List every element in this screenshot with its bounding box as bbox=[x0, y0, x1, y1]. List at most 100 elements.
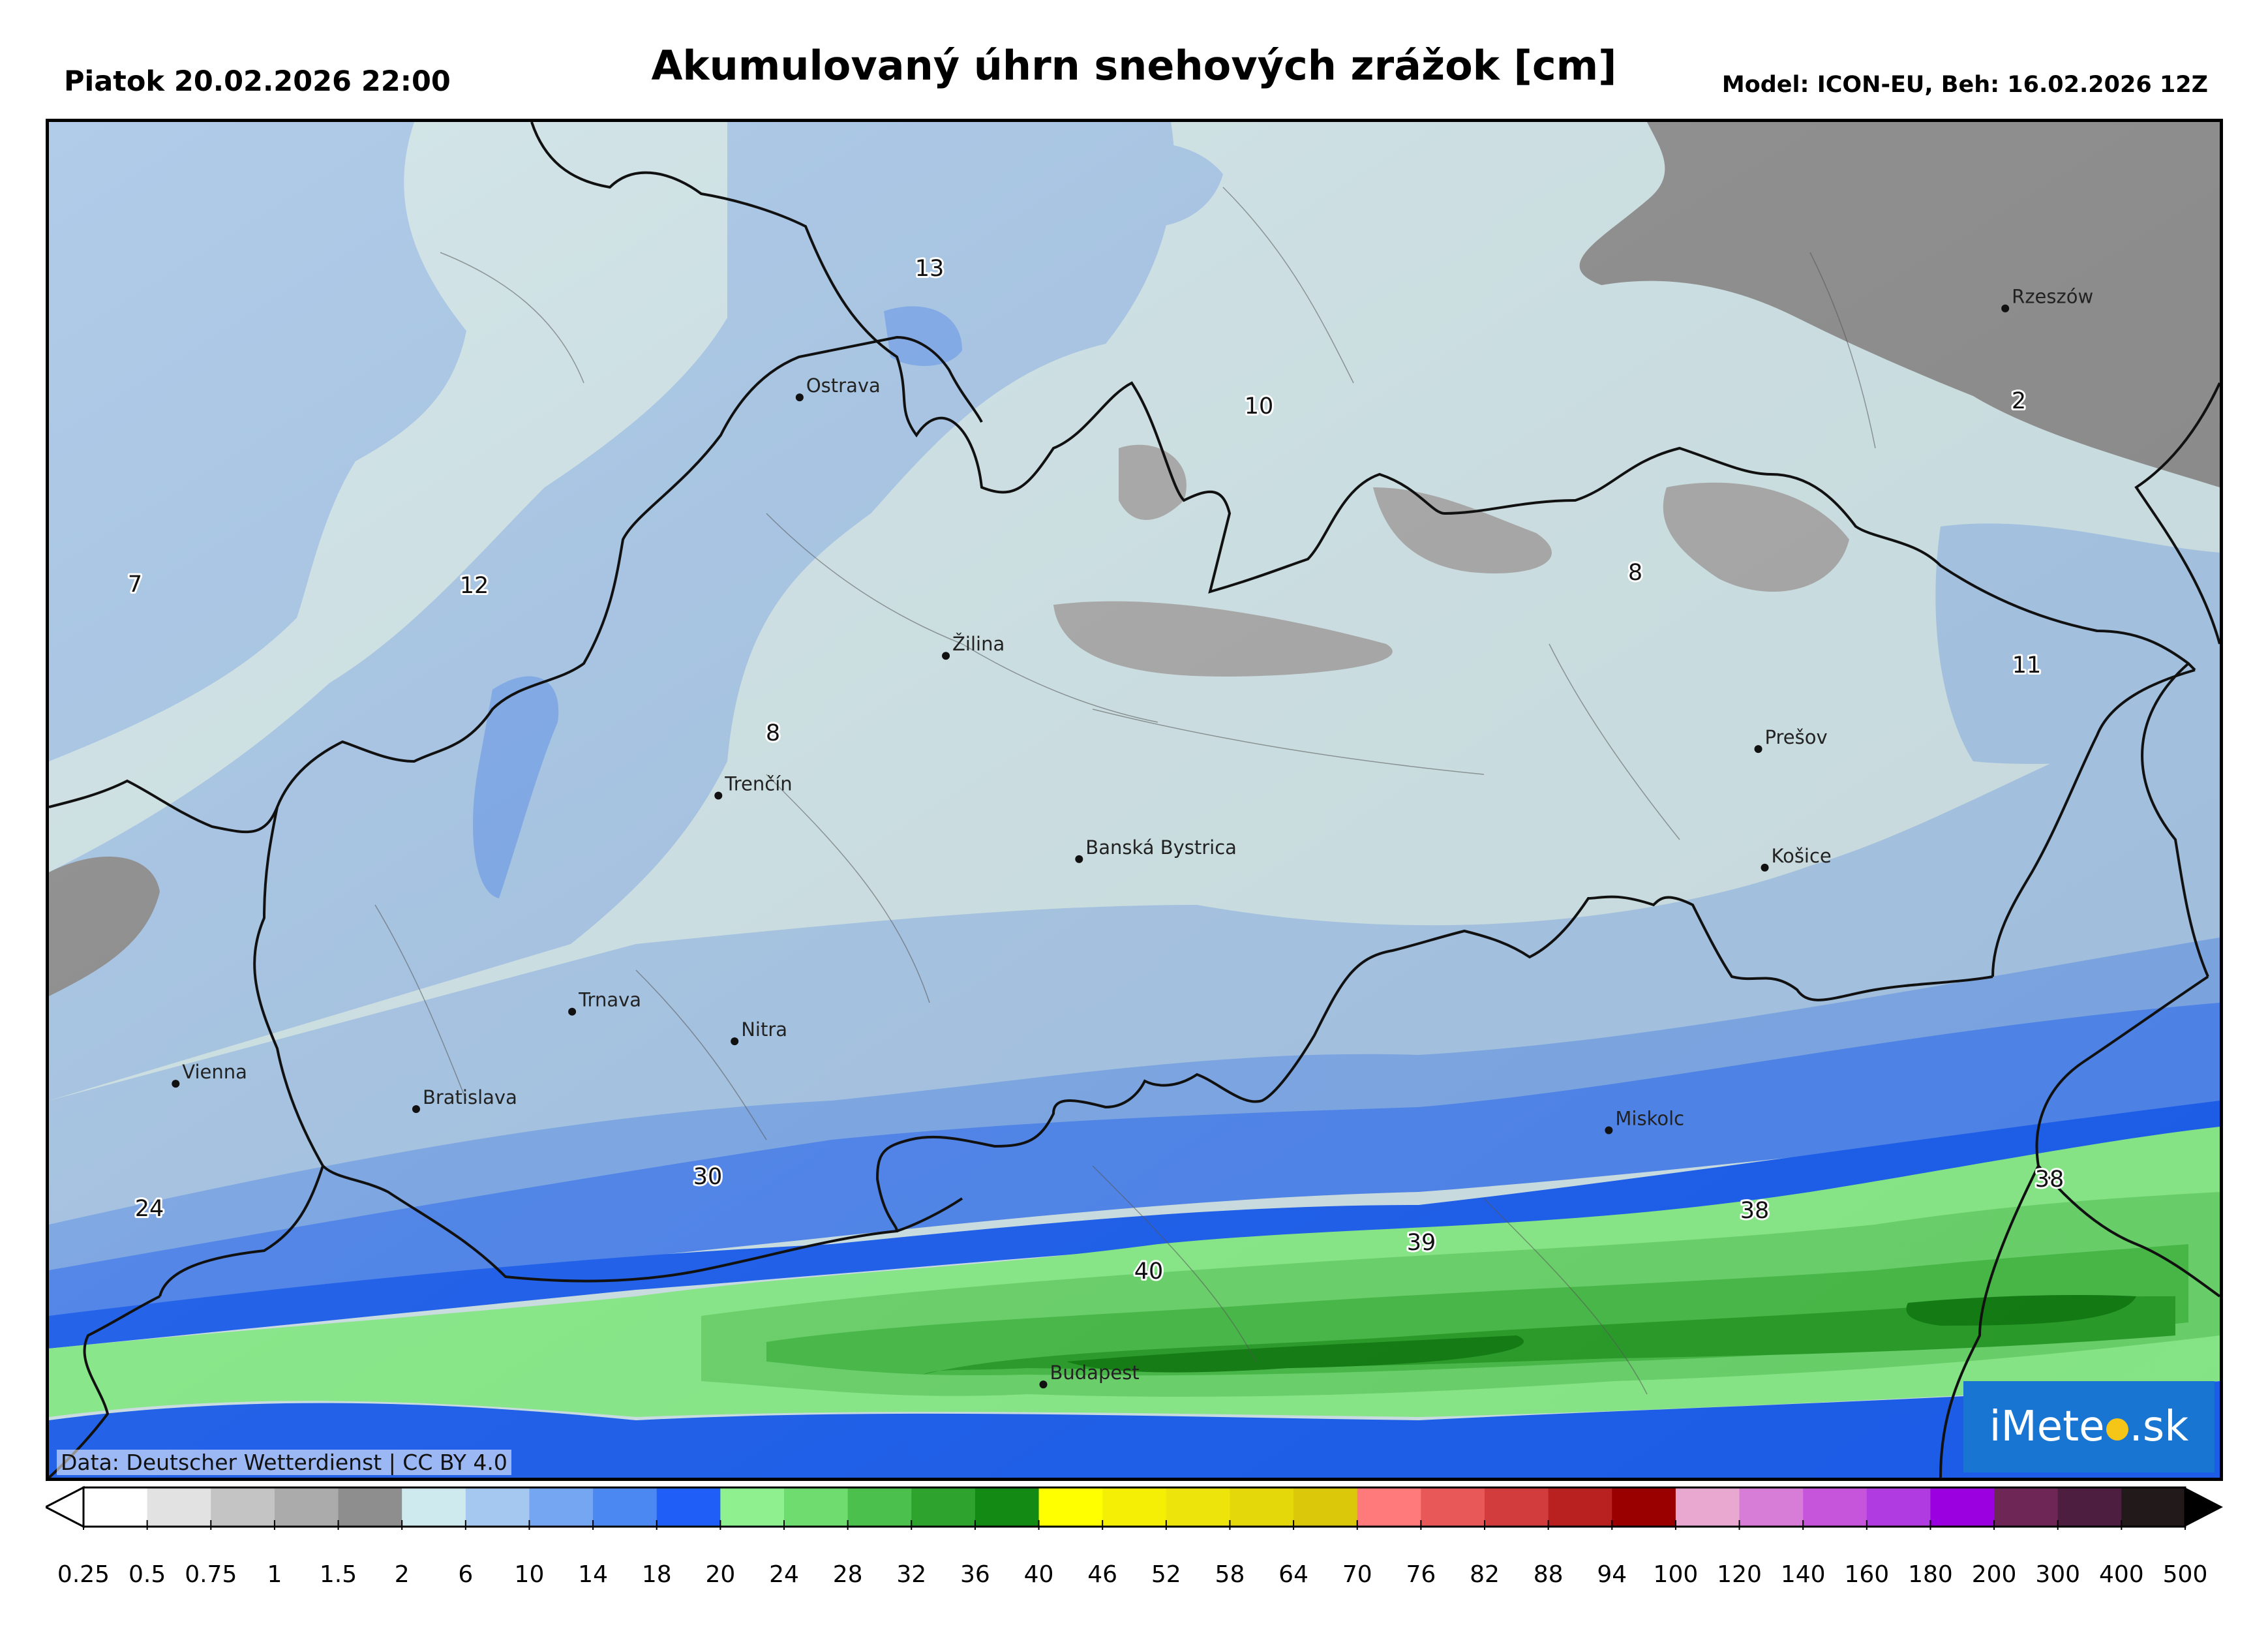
city-label: Nitra bbox=[741, 1018, 787, 1041]
colorbar-tick-label: 28 bbox=[832, 1561, 863, 1588]
value-label: 11 bbox=[2012, 652, 2042, 678]
region-borders bbox=[374, 187, 1876, 1395]
colorbar-tick-label: 24 bbox=[769, 1561, 799, 1588]
colorbar-segment bbox=[1421, 1487, 1485, 1527]
city-label: Banská Bystrica bbox=[1085, 836, 1237, 859]
city-marker bbox=[2001, 304, 2010, 312]
sun-icon bbox=[2106, 1418, 2128, 1440]
colorbar-segment bbox=[1612, 1487, 1676, 1527]
value-label: 30 bbox=[693, 1164, 723, 1190]
city-marker bbox=[1761, 863, 1769, 872]
city-marker bbox=[714, 791, 723, 800]
map-canvas: Ostrava Rzeszów Žilina Prešov Trenčín Košice B… bbox=[49, 122, 2220, 1478]
colorbar-tick-label: 76 bbox=[1406, 1561, 1436, 1588]
city-marker bbox=[731, 1037, 739, 1046]
colorbar-segment bbox=[1485, 1487, 1549, 1527]
snow-accumulation-map: Ostrava Rzeszów Žilina Prešov Trenčín Košice B… bbox=[46, 119, 2223, 1481]
map-title: Akumulovaný úhrn snehových zrážok [cm] bbox=[651, 42, 1617, 89]
colorbar-segment bbox=[1102, 1487, 1167, 1527]
colorbar-segment bbox=[593, 1487, 658, 1527]
colorbar-segment bbox=[911, 1487, 976, 1527]
colorbar-tick-label: 500 bbox=[2162, 1561, 2208, 1588]
colorbar-min-arrow bbox=[46, 1486, 85, 1529]
colorbar-segment bbox=[784, 1487, 849, 1527]
colorbar-tick-label: 0.25 bbox=[57, 1561, 110, 1588]
cities-layer: Ostrava Rzeszów Žilina Prešov Trenčín Košice B… bbox=[172, 286, 2093, 1389]
value-label: 12 bbox=[460, 573, 489, 599]
colorbar-segment bbox=[975, 1487, 1040, 1527]
colorbar-segment bbox=[1548, 1487, 1612, 1527]
colorbar-tick-label: 300 bbox=[2035, 1561, 2081, 1588]
value-label: 13 bbox=[915, 256, 945, 282]
data-credit: Data: Deutscher Wetterdienst | CC BY 4.0 bbox=[57, 1450, 511, 1475]
colorbar-segment bbox=[1230, 1487, 1294, 1527]
city-label: Rzeszów bbox=[2012, 286, 2093, 308]
colorbar-tick-label: 2 bbox=[394, 1561, 410, 1588]
colorbar-segment bbox=[2057, 1487, 2122, 1527]
city-label: Ostrava bbox=[806, 374, 881, 397]
city-label: Trenčín bbox=[724, 773, 792, 795]
terrain-shading bbox=[49, 122, 2220, 1478]
colorbar-segment bbox=[211, 1487, 275, 1527]
city-label: Prešov bbox=[1765, 726, 1828, 748]
city-marker bbox=[412, 1105, 420, 1114]
colorbar-tick-label: 88 bbox=[1533, 1561, 1564, 1588]
colorbar-tick-label: 0.75 bbox=[185, 1561, 237, 1588]
colorbar-tick-label: 20 bbox=[705, 1561, 736, 1588]
colorbar-tick-label: 14 bbox=[578, 1561, 608, 1588]
city-marker bbox=[942, 652, 950, 660]
colorbar-segment bbox=[1803, 1487, 1867, 1527]
colorbar-tick-label: 180 bbox=[1908, 1561, 1953, 1588]
value-label: 8 bbox=[1628, 560, 1642, 586]
colorbar-segment bbox=[1293, 1487, 1358, 1527]
colorbar-max-arrow bbox=[2185, 1487, 2223, 1527]
colorbar-segment bbox=[1930, 1487, 1995, 1527]
colorbar-segment bbox=[1675, 1487, 1740, 1527]
colorbar-segment bbox=[147, 1487, 211, 1527]
imeteo-logo[interactable]: iMete .sk bbox=[1963, 1381, 2215, 1472]
logo-text-left: iMete bbox=[1989, 1403, 2105, 1451]
city-marker bbox=[568, 1007, 577, 1016]
city-label: Budapest bbox=[1050, 1362, 1140, 1384]
colorbar-tick-label: 1.5 bbox=[319, 1561, 357, 1588]
value-label: 8 bbox=[766, 720, 780, 746]
value-label: 2 bbox=[2012, 388, 2026, 414]
colorbar-segment bbox=[338, 1487, 402, 1527]
colorbar-tick-label: 120 bbox=[1717, 1561, 1762, 1588]
colorbar-tick-label: 10 bbox=[514, 1561, 545, 1588]
city-label: Miskolc bbox=[1615, 1108, 1684, 1130]
colorbar-segment bbox=[656, 1487, 721, 1527]
value-label: 39 bbox=[1407, 1230, 1436, 1256]
colorbar-tick-label: 18 bbox=[641, 1561, 672, 1588]
colorbar-tick-label: 64 bbox=[1278, 1561, 1308, 1588]
colorbar-outline bbox=[82, 1486, 2186, 1528]
colorbar-segment bbox=[529, 1487, 594, 1527]
colorbar-tick-label: 6 bbox=[458, 1561, 474, 1588]
colorbar-segment bbox=[83, 1487, 148, 1527]
colorbar-tick-label: 70 bbox=[1342, 1561, 1372, 1588]
colorbar-tick-label: 140 bbox=[1780, 1561, 1826, 1588]
colorbar-tick-label: 200 bbox=[1971, 1561, 2017, 1588]
value-label: 38 bbox=[2035, 1166, 2064, 1193]
colorbar-tick-label: 100 bbox=[1653, 1561, 1699, 1588]
colorbar-tick-label: 94 bbox=[1597, 1561, 1627, 1588]
colorbar-tick-label: 160 bbox=[1844, 1561, 1890, 1588]
colorbar-segment bbox=[465, 1487, 530, 1527]
colorbar-segment bbox=[402, 1487, 466, 1527]
colorbar-segment bbox=[1739, 1487, 1804, 1527]
city-marker bbox=[1605, 1126, 1613, 1135]
colorbar-segment bbox=[1357, 1487, 1421, 1527]
city-marker bbox=[172, 1080, 180, 1088]
city-label: Košice bbox=[1772, 845, 1832, 867]
colorbar bbox=[46, 1486, 2223, 1530]
value-label: 10 bbox=[1245, 393, 1274, 419]
colorbar-tick-label: 82 bbox=[1470, 1561, 1500, 1588]
city-label: Trnava bbox=[578, 989, 641, 1011]
colorbar-tick-label: 46 bbox=[1087, 1561, 1118, 1588]
city-marker bbox=[1039, 1380, 1048, 1389]
colorbar-tick-label: 36 bbox=[960, 1561, 990, 1588]
colorbar-segment bbox=[2121, 1487, 2186, 1527]
value-label: 40 bbox=[1134, 1258, 1164, 1285]
colorbar-segment bbox=[720, 1487, 785, 1527]
model-info: Model: ICON-EU, Beh: 16.02.2026 12Z bbox=[1721, 72, 2208, 98]
